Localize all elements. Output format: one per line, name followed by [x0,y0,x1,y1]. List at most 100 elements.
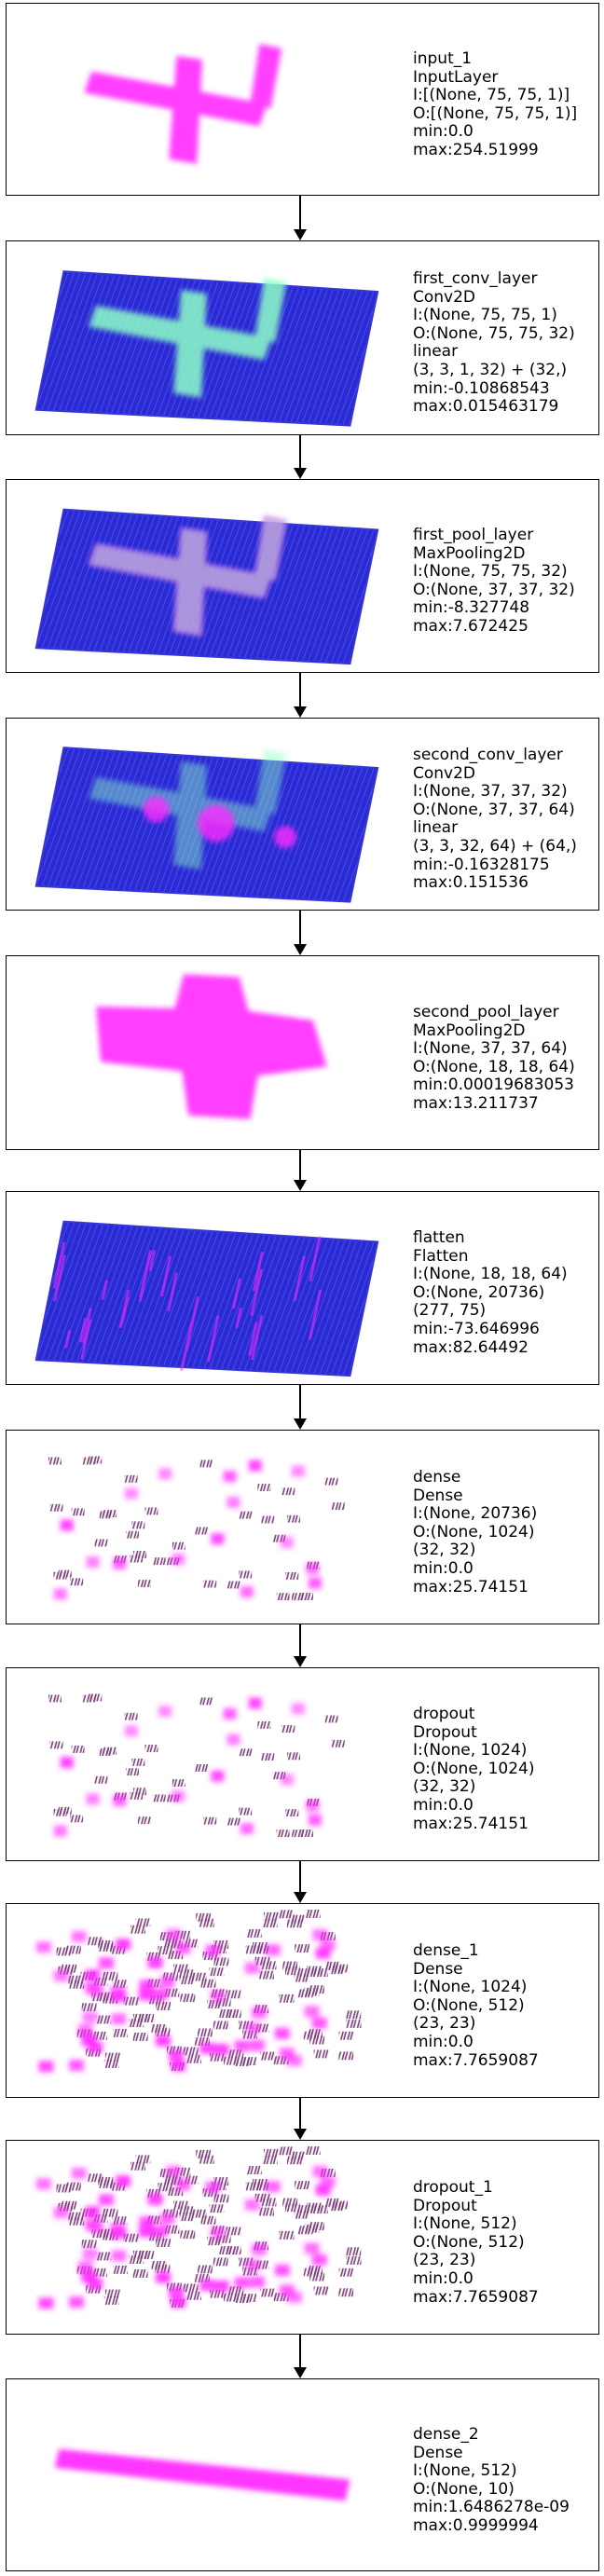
layer-info: second_conv_layer Conv2D I:(None, 37, 37, … [413,746,577,893]
layer-name: dense [413,1468,461,1487]
layer-name: first_pool_layer [413,526,534,544]
layer-info: dense_1 Dense I:(None, 1024) O:(None, 512)(… [413,1941,539,2070]
layer-box-first_conv_layer: first_conv_layer Conv2D I:(None, 75, 75, 1… [6,240,599,435]
layer-box-dense_1: dense_1 Dense I:(None, 1024) O:(None, 512)(… [6,1903,599,2098]
layer-detail: I:(None, 75, 75, 32) [413,562,568,582]
layer-detail: min:0.0 [413,1558,474,1578]
layer-box-dense_2: dense_2 Dense I:(None, 512) O:(None, 10) min… [6,2378,599,2571]
layer-visualization [96,974,327,1119]
layer-info: first_conv_layer Conv2D I:(None, 75, 75, 1… [413,269,575,417]
layer-box-input_1: input_1 InputLayer I:[(None, 75, 75, 1)] O:… [6,3,599,196]
layer-detail: max:13.211737 [413,1093,539,1113]
layer-detail: O:(None, 37, 37, 64) [413,800,575,819]
layer-info: first_pool_layer MaxPooling2D I:(None, 75,… [413,526,575,637]
layer-detail: min:-73.646996 [413,1319,540,1338]
layer-detail: min:-8.327748 [413,598,530,618]
flow-arrow [294,435,307,479]
flow-arrow [294,2335,307,2378]
layer-type: InputLayer [413,67,499,87]
layer-name: flatten [413,1228,465,1247]
layer-info: dense Dense I:(None, 20736) O:(None, 1024)(… [413,1468,537,1596]
layer-visualization [48,1456,345,1601]
layer-name: dense_1 [413,1941,479,1960]
layer-box-dropout_1: dropout_1 Dropout I:(None, 512) O:(None, 51… [6,2140,599,2335]
activation-cross [89,515,287,637]
layer-detail: O:(None, 512) [413,1995,525,2015]
layer-detail: I:[(None, 75, 75, 1)] [413,86,570,105]
activation-bar [54,2448,350,2501]
layer-box-second_conv_layer: second_conv_layer Conv2D I:(None, 37, 37, … [6,718,599,911]
layer-name: second_conv_layer [413,746,563,764]
layer-name: input_1 [413,49,473,68]
layer-detail: O:(None, 10) [413,2479,515,2499]
layer-info: dropout Dropout I:(None, 1024) O:(None, 102… [413,1705,535,1833]
flow-arrow [294,1861,307,1903]
activation-cross [89,278,287,398]
activation-marks [48,1456,345,1601]
flow-arrow [294,673,307,718]
layer-detail: max:82.64492 [413,1337,528,1357]
layer-visualization [34,1220,379,1377]
activation-cross [84,44,282,164]
layer-type: MaxPooling2D [413,1021,526,1040]
layer-visualization [35,2146,362,2309]
layer-visualization [34,747,379,903]
layer-detail: O:(None, 75, 75, 32) [413,323,575,343]
flow-arrow [294,1624,307,1667]
layer-detail: I:(None, 512) [413,2214,517,2234]
layer-box-flatten: flatten Flatten I:(None, 18, 18, 64) O:(Non… [6,1191,599,1385]
layer-detail: max:25.74151 [413,1814,528,1833]
layer-box-dense: dense Dense I:(None, 20736) O:(None, 1024)(… [6,1430,599,1624]
layer-detail: max:0.9999994 [413,2515,539,2535]
layer-box-second_pool_layer: second_pool_layer MaxPooling2D I:(None, 37… [6,955,599,1150]
flow-arrow [294,1385,307,1430]
layer-detail: min:-0.10868543 [413,378,550,398]
layer-detail: O:[(None, 75, 75, 1)] [413,103,578,123]
activation-stripes [52,1236,323,1371]
layer-type: Conv2D [413,763,476,783]
layer-detail: I:(None, 75, 75, 1) [413,306,557,325]
layer-detail: (23, 23) [413,2014,476,2034]
layer-name: first_conv_layer [413,269,538,288]
layer-detail: min:0.0 [413,122,474,142]
layer-info: dense_2 Dense I:(None, 512) O:(None, 10) min… [413,2425,570,2536]
layer-detail: min:0.0 [413,2032,474,2051]
layer-type: Dropout [413,1722,477,1742]
layer-detail: O:(None, 20736) [413,1282,545,1302]
layer-detail: (3, 3, 32, 64) + (64,) [413,836,577,856]
layer-detail: (32, 32) [413,1777,476,1797]
layer-detail: (277, 75) [413,1301,487,1321]
layer-detail: max:7.7659087 [413,2050,539,2070]
activation-marks [56,1910,362,2071]
layer-name: dense_2 [413,2425,479,2444]
layer-detail: min:-0.16328175 [413,855,550,874]
layer-detail: max:25.74151 [413,1577,528,1596]
layer-detail: max:0.015463179 [413,397,559,417]
layer-type: MaxPooling2D [413,543,526,563]
layer-visualization [34,270,379,427]
layer-detail: min:0.00019683053 [413,1076,574,1095]
layer-visualization [34,508,379,665]
layer-detail: I:(None, 18, 18, 64) [413,1265,568,1284]
activation-marks [48,1693,345,1838]
activation-plane [34,1220,379,1377]
layer-detail: min:0.0 [413,1795,474,1815]
layer-info: input_1 InputLayer I:[(None, 75, 75, 1)] O:… [413,49,578,160]
layer-info: flatten Flatten I:(None, 18, 18, 64) O:(Non… [413,1228,568,1357]
layer-visualization [35,1910,362,2073]
layer-type: Dense [413,1486,463,1505]
layer-detail: max:0.151536 [413,873,528,893]
layer-type: Flatten [413,1246,469,1266]
layer-type: Conv2D [413,287,476,307]
layer-detail: O:(None, 512) [413,2232,525,2252]
layer-detail: O:(None, 1024) [413,1522,535,1541]
layer-detail: I:(None, 512) [413,2461,517,2481]
layer-detail: linear [413,342,459,362]
layer-detail: min:0.0 [413,2268,474,2288]
layer-detail: max:7.7659087 [413,2287,539,2307]
layer-detail: (3, 3, 1, 32) + (32,) [413,360,568,379]
layer-visualization [48,1693,345,1838]
layer-detail: max:254.51999 [413,140,539,159]
layer-name: second_pool_layer [413,1003,559,1021]
layer-detail: max:7.672425 [413,616,528,636]
